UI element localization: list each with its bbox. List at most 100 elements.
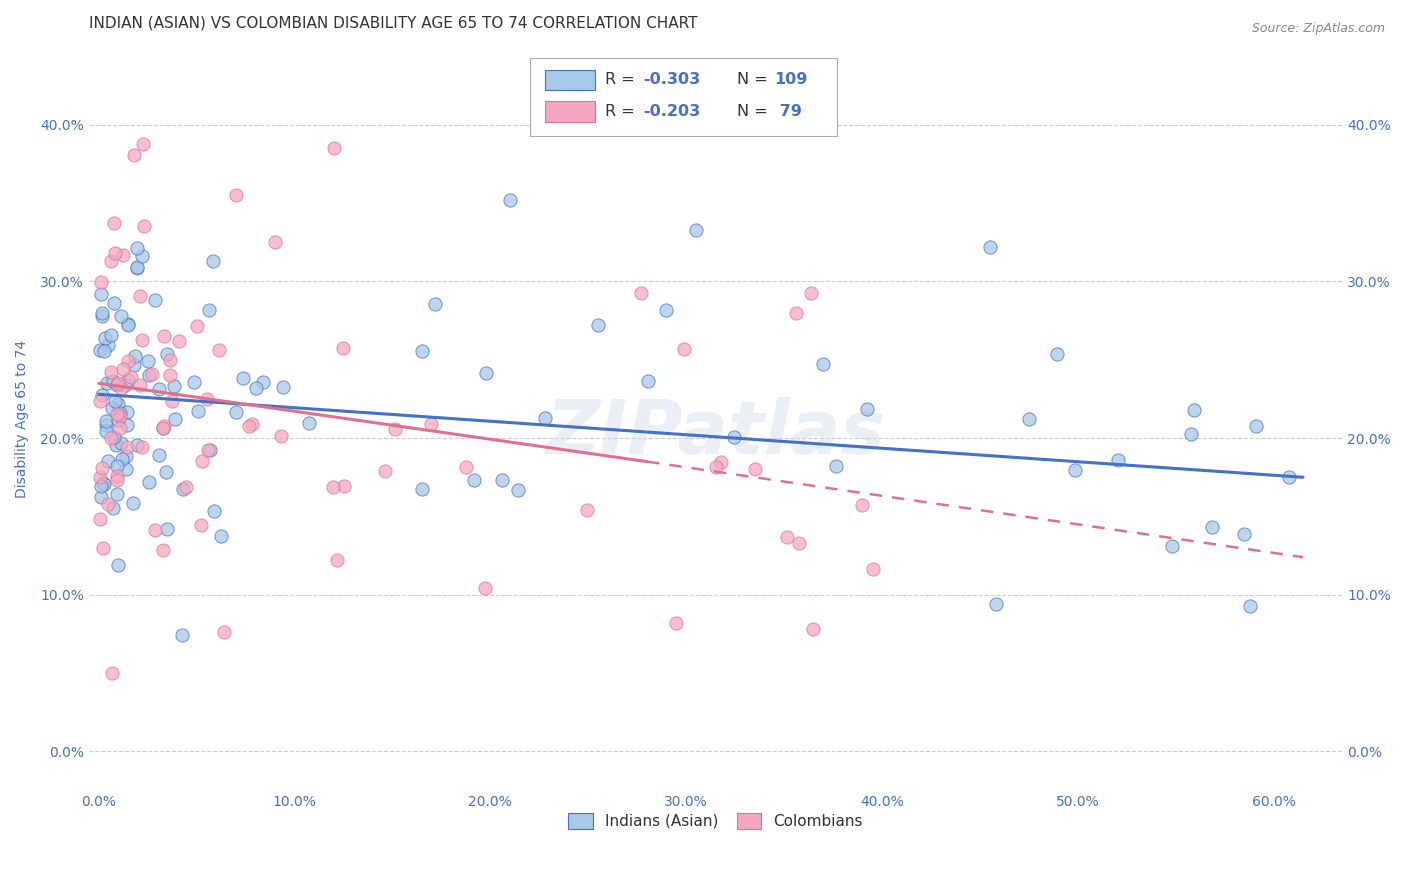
Point xyxy=(128,378,150,392)
FancyBboxPatch shape xyxy=(530,58,837,136)
Point xyxy=(1180,426,1202,441)
Point xyxy=(90,491,112,505)
Point xyxy=(297,416,319,430)
Point xyxy=(474,581,496,595)
Point xyxy=(103,393,125,408)
Point xyxy=(491,473,513,487)
Point xyxy=(122,148,145,162)
Point xyxy=(723,429,745,443)
Point xyxy=(979,240,1001,254)
Point xyxy=(138,368,160,382)
Point xyxy=(190,517,212,532)
Point xyxy=(152,329,174,343)
Point xyxy=(1046,347,1069,361)
Point xyxy=(508,483,530,498)
Point xyxy=(89,512,111,526)
Point xyxy=(125,438,148,452)
Point xyxy=(322,141,344,155)
Point xyxy=(105,469,128,483)
Point xyxy=(162,378,184,392)
Point xyxy=(127,260,149,275)
Point xyxy=(813,357,835,371)
Point xyxy=(124,349,146,363)
Point xyxy=(163,411,186,425)
Point xyxy=(195,392,218,407)
Point xyxy=(170,628,193,642)
Point xyxy=(105,486,128,500)
Point xyxy=(107,558,129,572)
Text: 79: 79 xyxy=(775,103,803,119)
Point xyxy=(89,393,111,408)
Point xyxy=(131,249,153,263)
Point xyxy=(322,480,344,494)
Point xyxy=(89,470,111,484)
Point xyxy=(108,421,131,435)
Point xyxy=(384,422,406,436)
Point xyxy=(105,473,128,487)
Point xyxy=(856,401,879,416)
Text: R =: R = xyxy=(605,103,640,119)
Point xyxy=(655,302,678,317)
Point xyxy=(423,296,446,310)
Point xyxy=(89,343,111,358)
Point xyxy=(156,522,179,536)
Point xyxy=(637,374,659,388)
Point xyxy=(776,530,799,544)
Point xyxy=(475,366,498,380)
Point xyxy=(183,375,205,389)
Point xyxy=(1233,526,1256,541)
Point xyxy=(96,376,118,390)
Point xyxy=(94,331,117,345)
Point xyxy=(155,465,177,479)
Point xyxy=(187,404,209,418)
Point xyxy=(111,362,134,376)
Point xyxy=(1018,412,1040,426)
Point xyxy=(191,454,214,468)
Point xyxy=(115,462,138,476)
Point xyxy=(787,536,810,550)
Point xyxy=(110,309,132,323)
Point xyxy=(186,318,208,333)
Point xyxy=(207,343,229,357)
Point xyxy=(159,352,181,367)
Point xyxy=(107,378,129,392)
Point xyxy=(122,358,145,372)
Point xyxy=(103,216,125,230)
Point xyxy=(152,419,174,434)
Point xyxy=(97,337,120,351)
Point xyxy=(534,410,557,425)
Point xyxy=(97,454,120,468)
Point xyxy=(114,449,136,463)
Point xyxy=(132,136,155,151)
Point xyxy=(129,289,152,303)
Text: ZIPatlas: ZIPatlas xyxy=(546,397,886,470)
Point xyxy=(201,254,224,268)
Point xyxy=(673,343,696,357)
Point xyxy=(143,524,166,538)
Point xyxy=(132,219,155,234)
Point xyxy=(1107,453,1129,467)
Point xyxy=(984,597,1007,611)
Point xyxy=(100,365,122,379)
Point xyxy=(1063,463,1085,477)
Point xyxy=(127,260,149,274)
Point xyxy=(125,241,148,255)
Point xyxy=(90,287,112,301)
Point xyxy=(107,376,129,391)
Point xyxy=(704,459,727,474)
Point xyxy=(1239,599,1261,613)
Point xyxy=(172,483,194,497)
Text: -0.203: -0.203 xyxy=(643,103,700,119)
Point xyxy=(152,420,174,434)
Point xyxy=(202,504,225,518)
Text: Source: ZipAtlas.com: Source: ZipAtlas.com xyxy=(1251,22,1385,36)
Point xyxy=(91,476,114,491)
Point xyxy=(273,380,295,394)
Point xyxy=(198,442,221,457)
Point xyxy=(115,418,138,433)
Point xyxy=(270,429,292,443)
Point xyxy=(138,354,160,368)
Point xyxy=(225,188,247,202)
Legend: Indians (Asian), Colombians: Indians (Asian), Colombians xyxy=(561,805,870,837)
Point xyxy=(411,344,433,359)
